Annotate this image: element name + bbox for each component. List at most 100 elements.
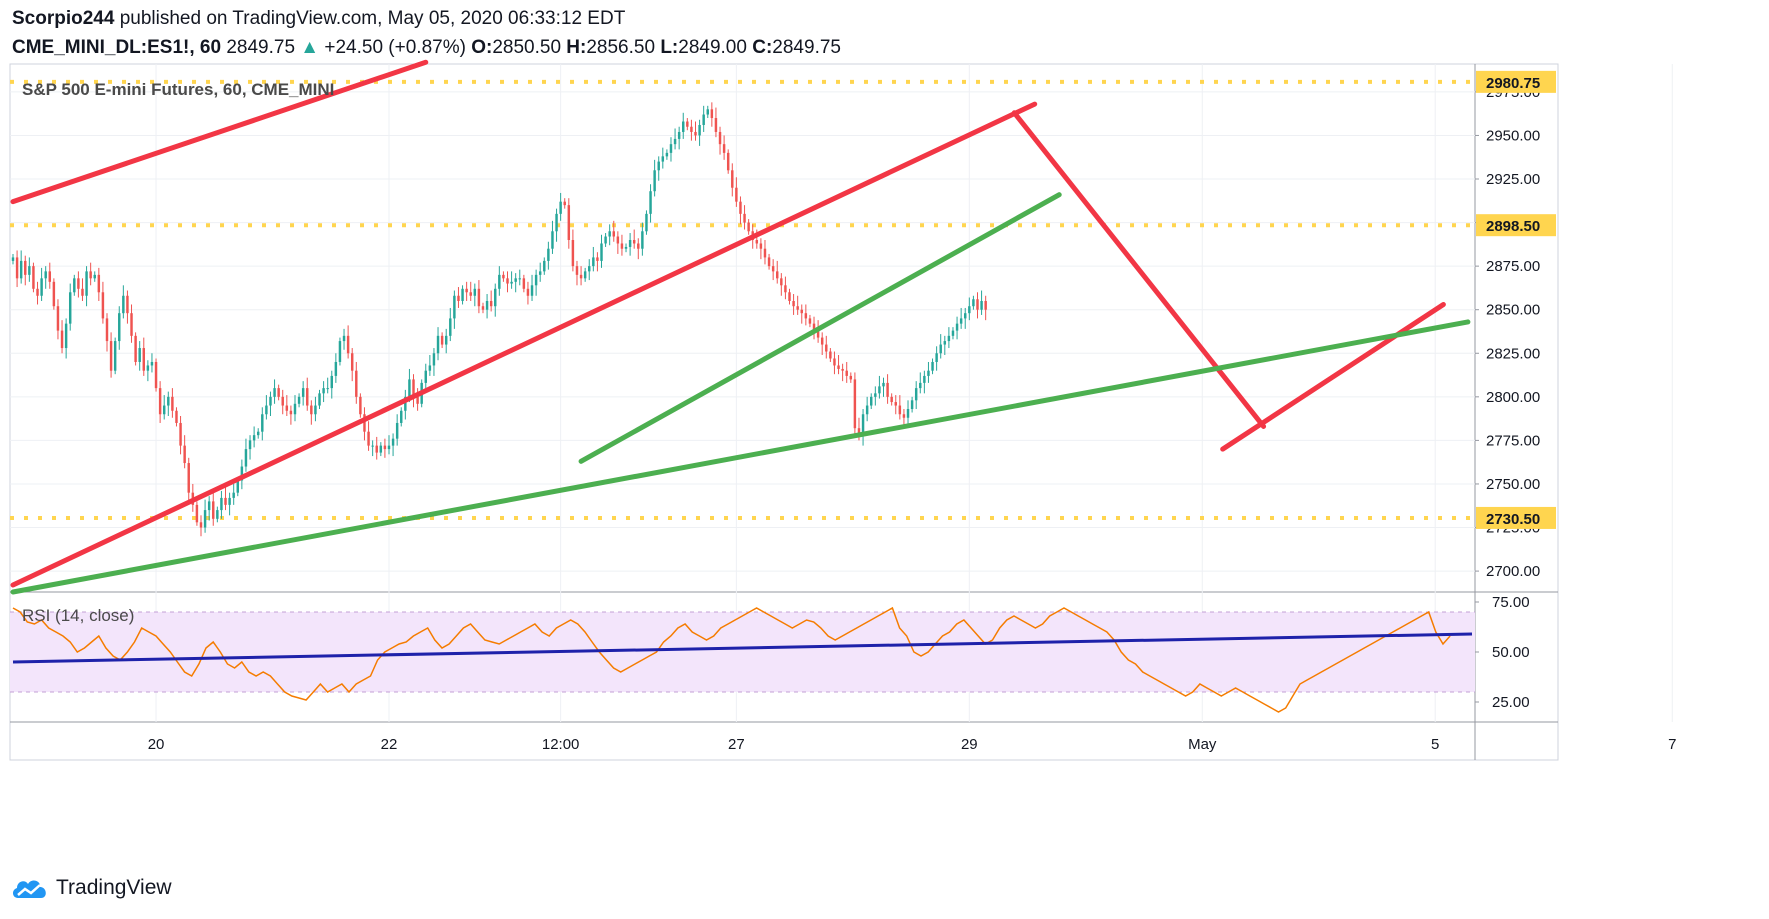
candle-body xyxy=(216,510,219,519)
candle-body xyxy=(718,131,722,145)
candle-body xyxy=(154,361,158,389)
price-label-tag xyxy=(1476,70,1556,93)
candle-body xyxy=(416,396,419,404)
candle-body xyxy=(555,213,558,232)
candle-body xyxy=(612,231,615,237)
candle-body xyxy=(959,318,963,324)
candle-body xyxy=(269,396,272,406)
candle-body xyxy=(616,236,620,244)
candle-body xyxy=(522,278,526,289)
candle-body xyxy=(563,201,566,206)
candle-body xyxy=(489,300,493,307)
candle-body xyxy=(800,309,803,314)
candle-body xyxy=(825,344,828,352)
candle-body xyxy=(383,445,387,450)
candle-body xyxy=(261,414,264,432)
candle-body xyxy=(175,410,178,423)
candle-body xyxy=(947,335,951,342)
candle-body xyxy=(923,375,926,383)
candle-body xyxy=(432,353,436,366)
candle-body xyxy=(530,285,534,296)
candle-body xyxy=(473,288,477,296)
symbol-name: CME_MINI_DL:ES1!, 60 xyxy=(12,37,222,58)
candle-body xyxy=(592,257,595,267)
rsi-line xyxy=(12,606,1451,713)
candle-body xyxy=(931,361,934,371)
candle-body xyxy=(142,348,146,371)
candle-body xyxy=(518,278,521,280)
candle-body xyxy=(285,405,289,411)
candle-body xyxy=(657,161,660,171)
candle-body xyxy=(841,368,844,371)
candle-body xyxy=(277,388,280,397)
rsi-y-tick-label: 75.00 xyxy=(1492,594,1530,611)
candle-body xyxy=(118,313,121,342)
candle-body xyxy=(171,396,174,411)
candle-body xyxy=(559,201,562,214)
candle-body xyxy=(861,414,865,436)
candle-body xyxy=(771,266,775,272)
candle-body xyxy=(293,403,297,415)
candle-body xyxy=(898,405,902,415)
price-change: +24.50 (+0.87%) xyxy=(324,37,466,58)
candle-body xyxy=(624,246,628,249)
candle-body xyxy=(706,109,709,115)
candle-body xyxy=(902,414,906,418)
candle-body xyxy=(677,131,681,139)
candle-body xyxy=(653,170,656,192)
candle-body xyxy=(637,243,640,249)
open-value: 2850.50 xyxy=(492,37,562,58)
candle-body xyxy=(939,344,942,354)
candle-body xyxy=(56,306,60,331)
last-price: 2849.75 xyxy=(226,37,296,58)
close-value: 2849.75 xyxy=(772,37,841,58)
x-tick-label: 7 xyxy=(1668,736,1676,753)
candle-body xyxy=(878,386,881,394)
trendline xyxy=(10,101,1038,588)
candle-body xyxy=(731,170,734,188)
candle-body xyxy=(97,274,101,293)
candle-body xyxy=(710,109,714,119)
publisher-line: Scorpio244 published on TradingView.com,… xyxy=(12,7,625,31)
x-tick-label: 12:00 xyxy=(542,736,580,753)
candle-body xyxy=(11,257,15,261)
candle-body xyxy=(665,152,669,157)
candle-body xyxy=(395,422,399,439)
candle-body xyxy=(538,271,542,275)
candle-body xyxy=(60,330,64,349)
candle-body xyxy=(906,409,910,418)
candle-body xyxy=(567,205,571,240)
candle-body xyxy=(236,480,240,493)
trendline xyxy=(10,319,1471,595)
candle-body xyxy=(465,288,468,293)
candle-body xyxy=(199,522,203,528)
candle-body xyxy=(690,126,693,132)
candle-body xyxy=(547,248,550,261)
trendline xyxy=(1011,110,1267,429)
candle-body xyxy=(759,243,763,249)
candle-body xyxy=(702,114,705,125)
price-label-text: 2898.50 xyxy=(1486,218,1540,235)
candle-body xyxy=(73,278,76,293)
x-tick-label: 5 xyxy=(1431,736,1439,753)
candle-body xyxy=(686,121,689,127)
x-tick-label: 20 xyxy=(148,736,165,753)
candle-body xyxy=(240,466,244,481)
candle-body xyxy=(792,300,795,307)
candle-body xyxy=(910,400,914,410)
high-value: 2856.50 xyxy=(586,37,656,58)
candle-body xyxy=(138,348,141,362)
candle-body xyxy=(342,335,346,342)
candle-body xyxy=(273,388,276,397)
candle-body xyxy=(379,445,383,453)
candle-body xyxy=(105,318,109,342)
price-label-text: 2730.50 xyxy=(1486,511,1540,528)
candle-body xyxy=(833,358,836,366)
candle-body xyxy=(310,405,313,415)
candle-body xyxy=(890,396,893,403)
candle-body xyxy=(40,278,43,296)
low-label: L: xyxy=(660,37,679,58)
candle-body xyxy=(113,341,117,371)
candle-body xyxy=(297,396,301,404)
